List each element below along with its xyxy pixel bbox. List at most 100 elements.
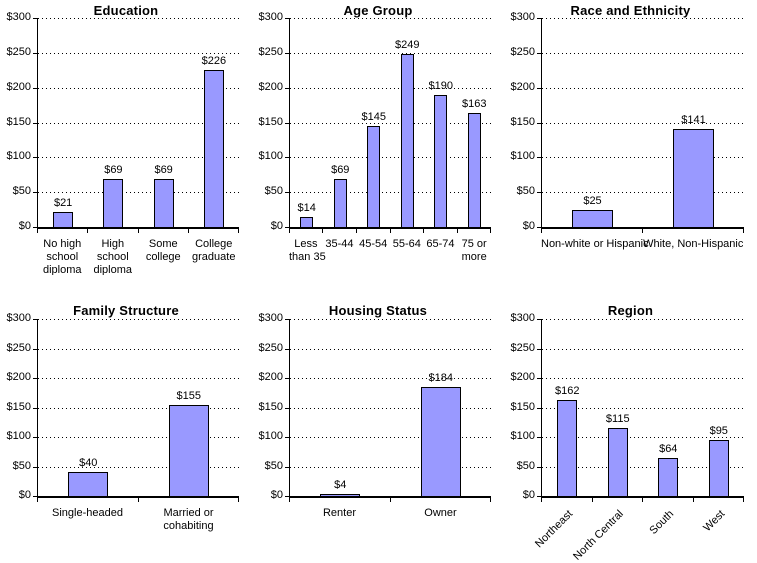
y-axis-tick: [285, 157, 289, 159]
y-axis-tick-label: $0: [18, 489, 31, 501]
y-axis-tick: [537, 407, 541, 409]
bar: [153, 178, 174, 227]
y-axis-tick: [537, 496, 541, 497]
gridline: [542, 407, 744, 409]
y-axis-tick-label: $150: [258, 115, 283, 128]
y-axis-tick: [537, 87, 541, 89]
bar: [673, 128, 714, 227]
plot-area: $0 $50 $100 $150 $200 $250 $300 $21 $69 $69 $226: [7, 11, 239, 233]
x-axis-tick: [743, 229, 744, 233]
x-axis-label: Some college: [138, 238, 189, 264]
gridline: [290, 407, 491, 409]
plot-area: $0 $50 $100 $150 $200 $250 $300 $14 $69 $145 $249 $…: [259, 11, 491, 233]
x-axis-label-line: 45-54: [359, 238, 388, 250]
y-axis-tick: [537, 437, 541, 439]
bar: [333, 178, 347, 227]
bar-value-label: $4: [334, 478, 347, 491]
bar: [203, 69, 224, 227]
y-axis-tick-label: $250: [258, 45, 283, 58]
y-axis-tick-label: $150: [6, 400, 31, 413]
y-axis-tick-label: $0: [270, 220, 283, 232]
y-axis-tick: [537, 348, 541, 350]
x-axis-tick: [541, 229, 542, 233]
x-axis-label-line: High: [101, 238, 125, 250]
y-axis-tick: [33, 319, 37, 320]
y-axis-tick: [33, 378, 37, 380]
y-axis-tick-label: $200: [258, 371, 283, 384]
chart-title: Education: [93, 3, 159, 18]
y-axis-tick: [537, 319, 541, 320]
x-axis-label-text: West: [701, 508, 728, 535]
x-axis-tick: [289, 229, 290, 233]
y-axis-tick: [33, 87, 37, 89]
y-axis-tick: [33, 157, 37, 159]
gridline: [38, 348, 239, 350]
chart-education: Education $0 $50 $100 $150 $200 $250 $300 $21 $69…: [0, 0, 252, 276]
gridline: [542, 348, 744, 350]
y-axis-tick: [285, 87, 289, 89]
chart-race-and-ethnicity: Race and Ethnicity $0 $50 $100 $150 $200 $250 $…: [504, 0, 757, 275]
bar-value-label: $21: [53, 197, 73, 210]
bar-value-label: $69: [331, 163, 350, 176]
x-axis-tick: [187, 229, 189, 233]
y-axis-tick-label: $150: [510, 400, 535, 413]
x-axis-label-line: graduate: [192, 251, 236, 263]
x-axis-label: 65-74: [424, 238, 458, 251]
y-axis-tick-label: $50: [264, 185, 283, 198]
bar: [607, 428, 628, 496]
gridline: [38, 192, 239, 194]
x-axis-tick: [456, 229, 458, 233]
y-axis-tick: [285, 52, 289, 54]
gridline: [542, 319, 744, 320]
x-axis-tick: [490, 498, 491, 502]
x-axis-label: College graduate: [189, 238, 240, 264]
y-axis-tick: [33, 52, 37, 54]
y-axis-tick-label: $100: [510, 430, 535, 443]
y-axis-tick-label: $200: [6, 371, 31, 384]
y-axis-tick-label: $100: [258, 430, 283, 443]
x-axis-label-line: Non-white or Hispanic: [541, 238, 649, 250]
plot-area: $0 $50 $100 $150 $200 $250 $300 $4 $184: [259, 312, 491, 502]
gridline: [38, 122, 239, 124]
y-axis-tick: [285, 437, 289, 439]
x-axis-tick: [355, 229, 357, 233]
y-axis-tick: [285, 378, 289, 380]
gridline: [38, 437, 239, 439]
bar-value-label: $69: [154, 163, 173, 176]
y-axis-tick: [285, 407, 289, 409]
x-axis-label: Married or cohabiting: [138, 507, 239, 533]
y-axis-tick: [285, 192, 289, 194]
x-axis-labels: Non-white or Hispanic White, Non-Hispanic: [541, 234, 744, 284]
gridline: [38, 18, 239, 19]
x-axis-tick: [238, 229, 239, 233]
bar-value-label: $163: [462, 98, 487, 111]
y-axis-tick-label: $250: [510, 45, 535, 58]
y-axis-tick: [285, 348, 289, 350]
x-axis-tick: [692, 498, 694, 502]
x-axis-tick: [642, 229, 643, 233]
x-axis-label: Non-white or Hispanic: [541, 238, 649, 251]
y-axis-tick-label: $0: [18, 220, 31, 232]
y-axis-tick-label: $200: [510, 371, 535, 384]
gridline: [38, 157, 239, 159]
x-axis-label: Less than 35: [289, 238, 326, 264]
x-axis-label-line: Married or: [163, 507, 214, 519]
bar-value-label: $69: [104, 163, 123, 176]
x-axis-tick: [37, 229, 38, 233]
gridline: [542, 157, 744, 159]
x-axis-tick: [389, 498, 391, 502]
chart-age-group: Age Group $0 $50 $100 $150 $200 $250 $300 $14 $69…: [252, 0, 504, 275]
x-axis-tick: [541, 498, 542, 502]
x-axis-label-line: Some: [148, 238, 178, 250]
y-axis-tick-label: $50: [516, 459, 535, 472]
gridline: [542, 18, 744, 19]
y-axis-tick-label: $50: [264, 459, 283, 472]
y-axis-tick: [537, 122, 541, 124]
y-axis-tick: [285, 466, 289, 468]
gridline: [542, 437, 744, 439]
gridline: [290, 18, 491, 19]
chart-housing-status: Housing Status $0 $50 $100 $150 $200 $250 $300 $…: [252, 275, 504, 551]
gridline: [38, 407, 239, 409]
x-axis-label-line: than 35: [289, 251, 326, 263]
